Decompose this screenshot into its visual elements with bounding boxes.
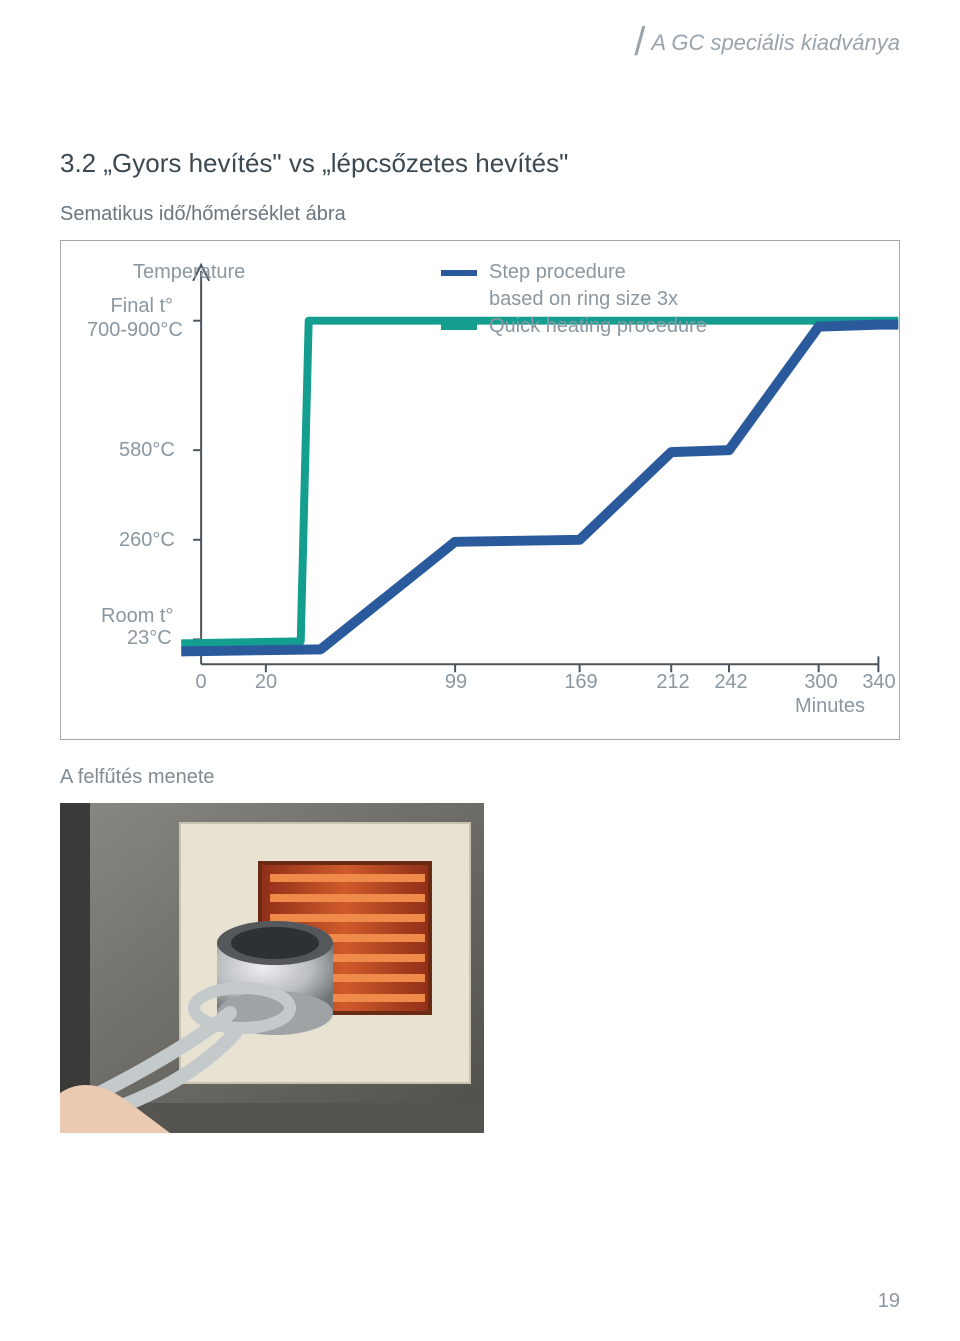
x-tick-0: 0 <box>195 671 206 694</box>
y-tick-final-top: Final t° <box>103 295 173 318</box>
section-title: 3.2 „Gyors hevítés" vs „lépcsőzetes heví… <box>60 148 900 179</box>
photo-caption: A felfűtés menete <box>60 766 900 789</box>
y-tick-final-bot: 700-900°C <box>87 319 183 342</box>
y-tick-room-bot: 23°C <box>127 627 172 650</box>
furnace-photo-svg <box>60 803 484 1133</box>
y-axis-label: Temperature <box>133 261 245 284</box>
slash-icon: / <box>634 20 645 65</box>
page-number: 19 <box>878 1290 900 1313</box>
temperature-chart: Temperature Final t° 700-900°C 580°C 260… <box>60 240 900 740</box>
header-breadcrumb: / A GC speciális kiadványa <box>634 20 900 65</box>
legend-label-quick: Quick heating procedure <box>489 315 707 338</box>
x-tick-242: 242 <box>714 671 747 694</box>
y-tick-580: 580°C <box>119 439 175 462</box>
y-tick-room-top: Room t° <box>101 605 173 628</box>
x-tick-99: 99 <box>445 671 467 694</box>
legend-row-step-2: based on ring size 3x <box>441 288 707 311</box>
section-subtitle: Sematikus idő/hőmérséklet ábra <box>60 203 900 226</box>
x-tick-300: 300 <box>804 671 837 694</box>
y-tick-260: 260°C <box>119 529 175 552</box>
legend-row-quick: Quick heating procedure <box>441 315 707 338</box>
header-text: A GC speciális kiadványa <box>651 30 900 56</box>
legend-label-step-2: based on ring size 3x <box>489 288 678 311</box>
legend-label-step-1: Step procedure <box>489 261 626 284</box>
chart-legend: Step procedure based on ring size 3x Qui… <box>441 261 707 342</box>
x-tick-20: 20 <box>255 671 277 694</box>
legend-swatch-quick <box>441 324 477 330</box>
legend-swatch-step <box>441 270 477 276</box>
x-tick-169: 169 <box>564 671 597 694</box>
x-axis-label: Minutes <box>795 695 865 718</box>
legend-row-step: Step procedure <box>441 261 707 284</box>
x-tick-212: 212 <box>656 671 689 694</box>
x-tick-340: 340 <box>862 671 895 694</box>
furnace-photo <box>60 803 484 1133</box>
